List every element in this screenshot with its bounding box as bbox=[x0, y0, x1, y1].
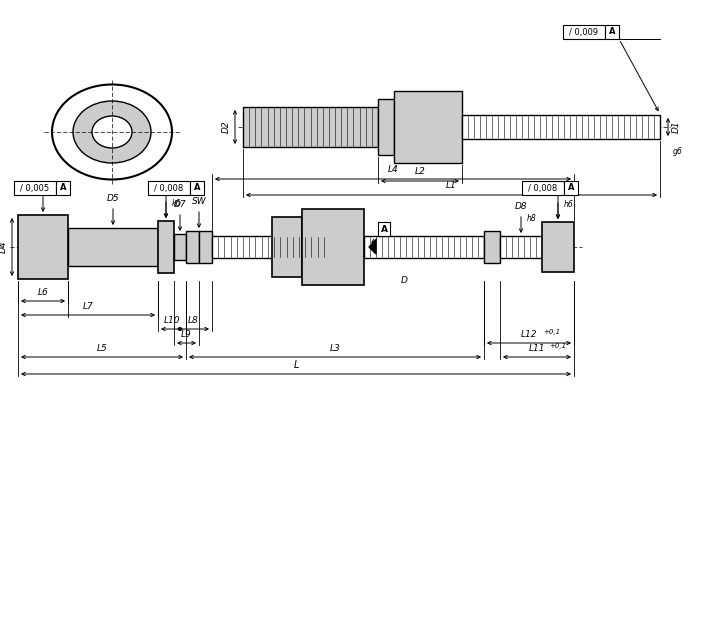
Text: L5: L5 bbox=[97, 344, 108, 353]
Bar bbox=[564, 181, 578, 195]
Text: / 0,009: / 0,009 bbox=[569, 27, 598, 36]
Bar bbox=[484, 231, 500, 263]
Text: SW: SW bbox=[192, 197, 206, 206]
Bar bbox=[158, 221, 174, 273]
Text: / 0,008: / 0,008 bbox=[529, 183, 558, 192]
Text: A: A bbox=[608, 27, 615, 36]
Bar bbox=[272, 217, 302, 277]
Text: D7: D7 bbox=[174, 200, 186, 209]
Text: L2: L2 bbox=[414, 167, 425, 176]
Text: k6: k6 bbox=[172, 199, 181, 208]
Bar bbox=[14, 181, 56, 195]
Bar bbox=[243, 107, 378, 147]
Ellipse shape bbox=[92, 116, 132, 148]
Text: D8: D8 bbox=[515, 202, 527, 211]
Bar bbox=[563, 25, 605, 39]
Text: +0,1: +0,1 bbox=[549, 343, 566, 349]
Bar bbox=[500, 236, 542, 258]
Text: / 0,005: / 0,005 bbox=[20, 183, 49, 192]
Bar bbox=[394, 91, 462, 163]
Text: L9: L9 bbox=[181, 330, 192, 339]
Bar bbox=[148, 181, 190, 195]
Bar bbox=[174, 234, 186, 260]
Bar bbox=[605, 25, 619, 39]
Bar bbox=[56, 181, 70, 195]
Bar bbox=[302, 209, 364, 285]
Text: L4: L4 bbox=[387, 165, 398, 174]
Ellipse shape bbox=[73, 101, 151, 163]
Text: L3: L3 bbox=[329, 344, 340, 353]
Text: D6: D6 bbox=[160, 187, 172, 196]
Text: L10: L10 bbox=[164, 316, 180, 325]
Text: L7: L7 bbox=[83, 302, 93, 311]
Bar bbox=[190, 181, 204, 195]
Polygon shape bbox=[369, 240, 376, 254]
Text: A: A bbox=[60, 183, 66, 192]
Bar bbox=[462, 115, 660, 139]
Bar bbox=[522, 181, 564, 195]
Text: h6: h6 bbox=[564, 200, 574, 209]
Bar bbox=[378, 99, 394, 155]
Text: L: L bbox=[293, 360, 299, 370]
Text: L8: L8 bbox=[188, 316, 198, 325]
Text: L12: L12 bbox=[521, 330, 537, 339]
Text: L6: L6 bbox=[38, 288, 49, 297]
Text: A: A bbox=[568, 183, 574, 192]
Text: A: A bbox=[380, 224, 387, 234]
Text: A: A bbox=[194, 183, 200, 192]
Text: D5: D5 bbox=[107, 194, 119, 203]
Text: +0,1: +0,1 bbox=[543, 329, 560, 335]
Bar bbox=[68, 228, 158, 266]
Bar bbox=[364, 236, 484, 258]
Text: L11: L11 bbox=[529, 344, 545, 353]
Text: g6: g6 bbox=[673, 147, 683, 156]
Text: L1: L1 bbox=[446, 181, 457, 190]
Text: D4: D4 bbox=[0, 241, 8, 254]
Bar bbox=[186, 231, 199, 263]
Text: D9: D9 bbox=[552, 188, 564, 197]
Ellipse shape bbox=[52, 85, 172, 180]
Text: D: D bbox=[401, 276, 407, 285]
Text: / 0,008: / 0,008 bbox=[154, 183, 184, 192]
Bar bbox=[18, 215, 68, 279]
Bar bbox=[542, 222, 574, 272]
Text: D2: D2 bbox=[222, 120, 231, 133]
Bar bbox=[212, 236, 330, 258]
Bar bbox=[199, 231, 212, 263]
Text: D1: D1 bbox=[672, 120, 681, 133]
Text: h8: h8 bbox=[527, 214, 537, 223]
